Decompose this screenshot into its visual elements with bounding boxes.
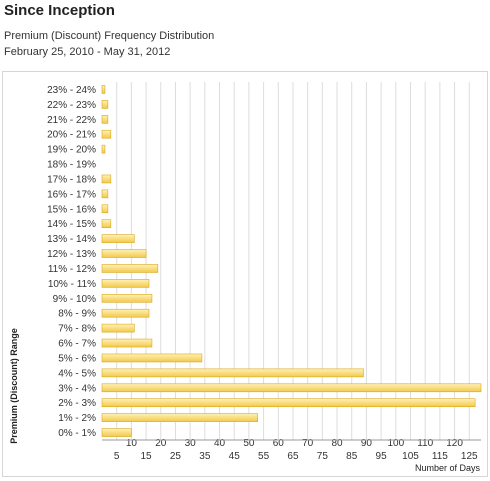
bars <box>101 85 482 437</box>
bar <box>101 249 147 258</box>
chart-container: 23% - 24% 22% - 23% 21% - 22% 20% - 21% 19% … <box>2 71 488 477</box>
bar <box>101 353 203 363</box>
category-label: 1% - 2% <box>58 413 96 424</box>
bar <box>101 323 135 333</box>
bar <box>101 100 109 109</box>
category-label: 23% - 24% <box>47 85 96 96</box>
category-label: 18% - 19% <box>47 160 96 171</box>
x-tick-label: 30 <box>185 438 197 449</box>
category-label: 11% - 12% <box>48 264 96 275</box>
date-range: February 25, 2010 - May 31, 2012 <box>4 46 171 58</box>
x-tick-label: 10 <box>126 438 138 449</box>
bar <box>101 368 364 378</box>
bar <box>101 85 106 94</box>
bar <box>101 398 476 408</box>
category-label: 0% - 1% <box>58 428 96 439</box>
bar <box>101 413 259 422</box>
category-label: 22% - 23% <box>47 100 96 111</box>
x-tick-label: 65 <box>287 451 299 462</box>
x-tick-label: 45 <box>229 451 241 462</box>
category-label: 9% - 10% <box>53 294 96 305</box>
x-tick-label: 55 <box>258 451 270 462</box>
bar <box>101 219 112 229</box>
x-tick-label: 125 <box>461 451 478 462</box>
bar <box>101 428 132 437</box>
bar <box>101 338 153 348</box>
x-tick-label: 95 <box>376 451 388 462</box>
x-tick-label: 70 <box>302 438 314 449</box>
bar <box>101 383 482 393</box>
category-label: 20% - 21% <box>47 130 96 141</box>
category-label: 7% - 8% <box>58 324 96 335</box>
x-tick-label: 110 <box>417 438 433 449</box>
x-axis-title: Number of Days <box>415 463 481 473</box>
x-tick-label: 5 <box>114 451 120 462</box>
category-label: 17% - 18% <box>47 174 96 185</box>
bar <box>101 264 159 273</box>
category-label: 5% - 6% <box>58 353 96 364</box>
bar-chart: 23% - 24% 22% - 23% 21% - 22% 20% - 21% 19% … <box>9 82 482 473</box>
category-label: 12% - 13% <box>47 249 96 260</box>
chart-title: Since Inception <box>4 2 115 19</box>
bar <box>101 174 112 184</box>
x-tick-label: 120 <box>446 438 463 449</box>
category-label: 19% - 20% <box>47 145 96 156</box>
bar <box>101 114 109 124</box>
bar <box>101 234 135 243</box>
bar <box>101 204 109 214</box>
x-tick-label: 80 <box>331 438 343 449</box>
x-tick-label: 35 <box>199 451 211 462</box>
bar <box>101 279 150 288</box>
category-label: 2% - 3% <box>58 398 96 409</box>
category-labels: 23% - 24% 22% - 23% 21% - 22% 20% - 21% 19% … <box>47 85 96 439</box>
category-label: 6% - 7% <box>58 339 96 350</box>
x-tick-label: 50 <box>243 438 255 449</box>
x-tick-label: 85 <box>346 451 358 462</box>
x-tick-label: 60 <box>273 438 285 449</box>
bar <box>101 144 106 154</box>
bar <box>101 308 150 318</box>
grid-lines <box>116 82 470 440</box>
bar <box>101 129 112 139</box>
category-label: 13% - 14% <box>47 234 96 245</box>
category-label: 14% - 15% <box>47 219 96 230</box>
x-tick-label: 40 <box>214 438 226 449</box>
chart-subtitle: Premium (Discount) Frequency Distributio… <box>4 30 215 42</box>
category-label: 21% - 22% <box>47 115 96 126</box>
category-label: 16% - 17% <box>47 189 96 200</box>
category-label: 15% - 16% <box>47 204 96 215</box>
category-label: 8% - 9% <box>58 309 96 320</box>
x-tick-label: 115 <box>432 451 448 462</box>
x-tick-label: 25 <box>170 451 182 462</box>
category-label: 10% - 11% <box>48 279 96 290</box>
category-label: 3% - 4% <box>58 383 96 394</box>
x-tick-label: 100 <box>387 438 404 449</box>
category-label: 4% - 5% <box>58 368 96 379</box>
bar <box>101 189 109 199</box>
bar <box>101 293 153 303</box>
x-tick-label: 105 <box>402 451 419 462</box>
x-tick-label: 15 <box>141 451 153 462</box>
x-tick-label: 90 <box>361 438 373 449</box>
x-tick-label: 20 <box>155 438 167 449</box>
x-tick-label: 75 <box>317 451 329 462</box>
y-axis-title: Premium (Discount) Range <box>9 328 19 444</box>
